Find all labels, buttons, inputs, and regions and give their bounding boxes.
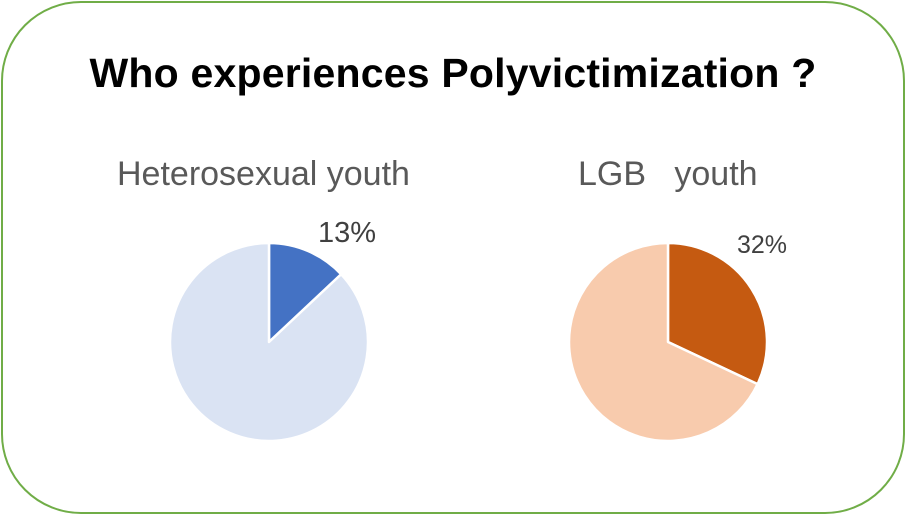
page-title: Who experiences Polyvictimization ? bbox=[89, 50, 817, 96]
data-label-heterosexual: 13% bbox=[318, 217, 377, 249]
chart-title-heterosexual: Heterosexual youth bbox=[117, 155, 410, 193]
pie-slice-lgb-other bbox=[567, 241, 759, 443]
pie-chart-lgb bbox=[567, 241, 769, 443]
pie-slice-heterosexual-polyvictimized bbox=[267, 241, 343, 344]
pie-slice-lgb-polyvictimized bbox=[666, 241, 769, 386]
chart-title-lgb: LGB youth bbox=[578, 155, 758, 193]
pie-slice-heterosexual-other bbox=[168, 241, 370, 443]
data-label-lgb: 32% bbox=[737, 231, 788, 259]
pie-chart-heterosexual bbox=[168, 241, 370, 443]
